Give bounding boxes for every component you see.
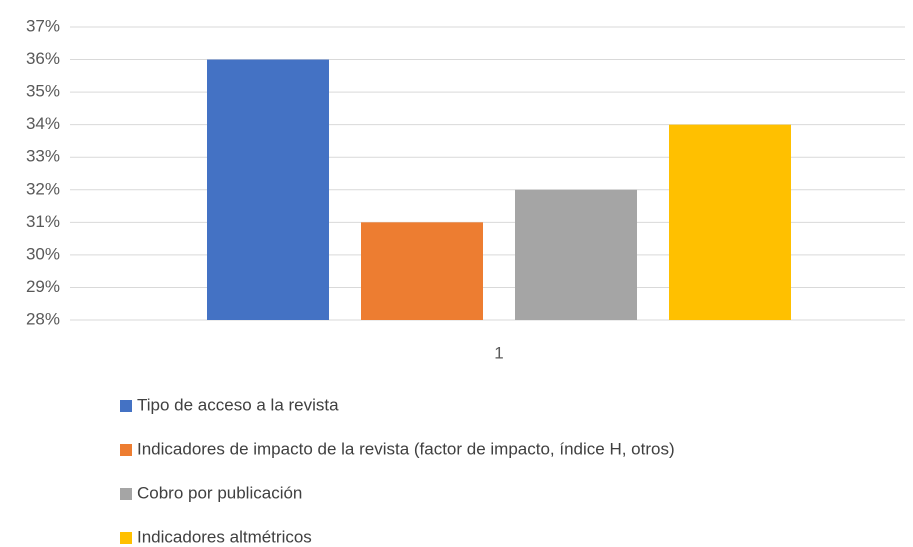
y-tick-label: 34%: [26, 114, 60, 133]
legend-label: Indicadores altmétricos: [137, 527, 312, 546]
y-tick-label: 36%: [26, 49, 60, 68]
bar: [361, 222, 483, 320]
legend-swatch: [120, 444, 132, 456]
y-tick-label: 29%: [26, 277, 60, 296]
legend-label: Indicadores de impacto de la revista (fa…: [137, 439, 675, 458]
y-tick-label: 35%: [26, 82, 60, 101]
y-tick-label: 37%: [26, 16, 60, 35]
y-tick-label: 30%: [26, 244, 60, 263]
y-tick-label: 28%: [26, 309, 60, 328]
legend-swatch: [120, 400, 132, 412]
x-tick-label: 1: [494, 343, 503, 362]
bar: [669, 124, 791, 321]
legend-label: Tipo de acceso a la revista: [137, 395, 339, 414]
y-tick-label: 31%: [26, 212, 60, 231]
legend-swatch: [120, 488, 132, 500]
bar: [207, 59, 329, 321]
legend-swatch: [120, 532, 132, 544]
y-tick-label: 32%: [26, 179, 60, 198]
legend-label: Cobro por publicación: [137, 483, 302, 502]
y-tick-label: 33%: [26, 147, 60, 166]
bar: [515, 189, 637, 320]
